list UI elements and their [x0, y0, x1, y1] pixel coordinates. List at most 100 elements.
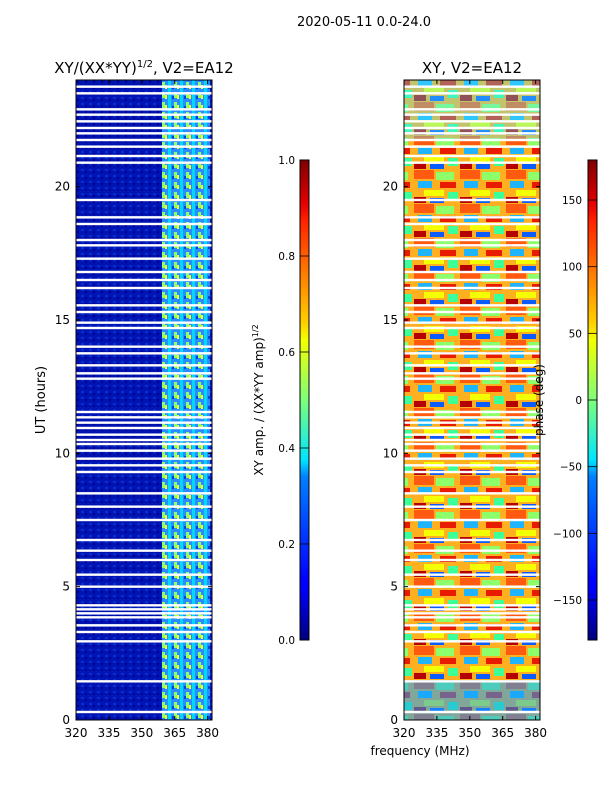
amplitude-gap-line — [76, 449, 212, 452]
amplitude-gap-line — [76, 442, 212, 446]
phase-gap-line — [404, 92, 540, 95]
amplitude-ytick-label: 0 — [62, 713, 70, 727]
amplitude-ylabel: UT (hours) — [34, 366, 49, 434]
amplitude-ytick-label: 5 — [62, 580, 70, 594]
amplitude-high-coherence-band — [162, 80, 210, 720]
phase-gap-line — [404, 505, 540, 508]
phase-colorbar-tick-label: −100 — [553, 528, 582, 540]
phase-gap-line — [404, 326, 540, 330]
amplitude-gap-line — [76, 364, 212, 367]
phase-colorbar-tick-label: 150 — [562, 195, 582, 207]
phase-gap-line — [404, 680, 540, 683]
phase-data-gaps — [404, 85, 540, 714]
phase-panel-title: XY, V2=EA12 — [422, 59, 522, 77]
amplitude-gap-line — [76, 377, 212, 380]
phase-gap-line — [404, 310, 540, 314]
amplitude-gap-line — [76, 608, 212, 611]
amplitude-panel-title: XY/(XX*YY)1/2, V2=EA12 — [54, 59, 233, 77]
phase-gap-line — [404, 286, 540, 290]
amplitude-colorbar-tick-label: 0.6 — [278, 347, 295, 359]
phase-gap-line — [404, 492, 540, 495]
phase-gap-line — [404, 612, 540, 615]
phase-gap-line — [404, 438, 540, 442]
amplitude-gap-line — [76, 154, 212, 158]
phase-gap-line — [404, 352, 540, 355]
amplitude-colorbar-ticks: 0.0 0.2 0.4 0.6 0.8 1.0 — [278, 155, 309, 647]
phase-gap-line — [404, 616, 540, 619]
phase-gap-line — [404, 630, 540, 634]
amplitude-gap-line — [76, 433, 212, 436]
amplitude-ytick-label: 15 — [55, 313, 70, 327]
amplitude-colorbar-tick-label: 0.0 — [278, 635, 295, 647]
phase-gap-line — [404, 198, 540, 202]
phase-gap-line — [404, 573, 540, 576]
phase-gap-line — [404, 416, 540, 419]
phase-gap-line — [404, 278, 540, 282]
amplitude-gap-line — [76, 372, 212, 375]
amplitude-gap-line — [76, 416, 212, 419]
amplitude-colorbar-tick-label: 0.2 — [278, 539, 295, 551]
phase-colorbar-label: phase (deg) — [532, 364, 546, 436]
phase-ytick-label: 5 — [390, 580, 398, 594]
phase-gap-line — [404, 321, 540, 324]
amplitude-gap-line — [76, 126, 212, 130]
amplitude-colorbar: 0.0 0.2 0.4 0.6 0.8 1.0 XY amp. / (XX*YY amp)… — [251, 155, 310, 647]
amplitude-gap-line — [76, 113, 212, 116]
amplitude-data-gaps — [76, 85, 212, 714]
phase-gap-line — [404, 426, 540, 430]
amplitude-gap-line — [76, 549, 212, 552]
phase-axis-ticks: 320 335 350 365 380 0 5 10 15 20 — [383, 80, 547, 740]
phase-gap-line — [404, 449, 540, 452]
amplitude-xtick-label: 380 — [196, 726, 219, 740]
amplitude-gap-line — [76, 640, 212, 643]
phase-early-segment — [404, 680, 540, 720]
amplitude-xtick-label: 350 — [130, 726, 153, 740]
amplitude-gap-line — [76, 470, 212, 474]
amplitude-gap-line — [76, 85, 212, 88]
phase-gap-line — [404, 640, 540, 643]
amplitude-panel: XY/(XX*YY)1/2, V2=EA12 320 335 350 365 380 0 5… — [34, 59, 234, 740]
amplitude-gap-line — [76, 573, 212, 576]
amplitude-gap-line — [76, 710, 212, 714]
phase-gap-line — [404, 257, 540, 260]
amplitude-gap-line — [76, 585, 212, 588]
phase-gap-line — [404, 244, 540, 247]
amplitude-gap-line — [76, 630, 212, 634]
amplitude-axes-frame — [75, 79, 213, 721]
amplitude-gap-line — [76, 410, 212, 414]
amplitude-gap-line — [76, 438, 212, 442]
amplitude-gap-line — [76, 222, 212, 226]
phase-ytick-label: 15 — [383, 313, 398, 327]
phase-axes-frame — [403, 79, 541, 721]
amplitude-gap-line — [76, 138, 212, 142]
amplitude-gap-line — [76, 238, 212, 242]
phase-gap-line — [404, 538, 540, 542]
phase-ytick-label: 20 — [383, 180, 398, 194]
amplitude-xtick-label: 335 — [97, 726, 120, 740]
amplitude-gap-line — [76, 457, 212, 460]
figure-suptitle: 2020-05-11 0.0-24.0 — [297, 15, 431, 30]
phase-xtick-label: 335 — [425, 726, 448, 740]
phase-gap-line — [404, 85, 540, 88]
amplitude-gap-line — [76, 464, 212, 467]
phase-colorbar-ticks: −150 −100 −50 0 50 100 150 — [553, 195, 597, 607]
phase-gap-line — [404, 138, 540, 142]
phase-gap-line — [404, 421, 540, 424]
amplitude-gap-line — [76, 345, 212, 348]
amplitude-gap-line — [76, 492, 212, 495]
phase-gap-line — [404, 113, 540, 116]
amplitude-gap-line — [76, 161, 212, 164]
phase-colorbar: −150 −100 −50 0 50 100 150 phase (deg) — [532, 159, 598, 641]
amplitude-gap-line — [76, 145, 212, 148]
phase-gap-line — [404, 222, 540, 226]
phase-gap-line — [404, 608, 540, 611]
amplitude-gap-line — [76, 257, 212, 260]
phase-xtick-label: 380 — [524, 726, 547, 740]
phase-gap-line — [404, 108, 540, 111]
phase-heatmap — [404, 80, 540, 720]
phase-gap-line — [404, 377, 540, 380]
amplitude-colorbar-label: XY amp. / (XX*YY amp)1/2 — [251, 324, 266, 475]
phase-gap-line — [404, 442, 540, 446]
amplitude-xtick-label: 365 — [163, 726, 186, 740]
